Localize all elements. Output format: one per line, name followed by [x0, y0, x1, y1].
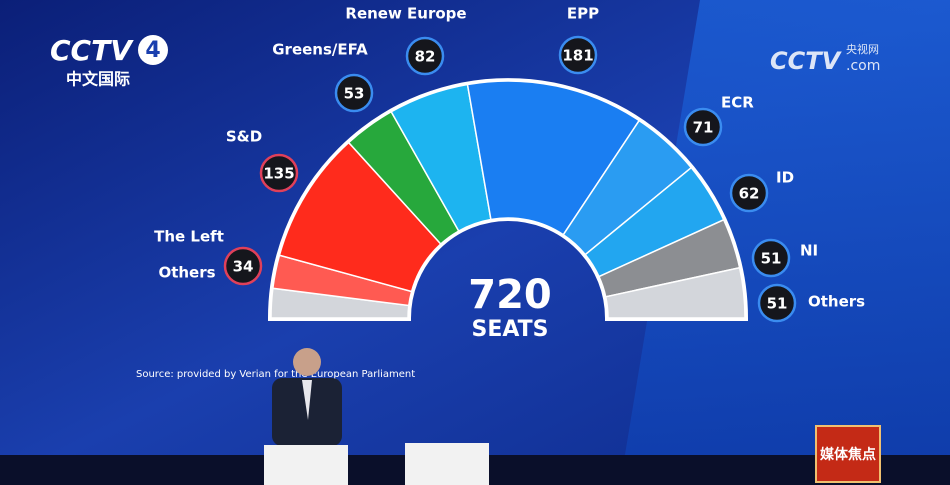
seat-segment — [604, 266, 746, 319]
seat-bubble — [558, 35, 598, 75]
party-label: The Left — [154, 228, 224, 246]
site-name: 央视网 — [846, 42, 879, 56]
hemicycle-chart: Others The Left 34 S&D 135 Greens/EFA 53 Renew … — [154, 5, 865, 323]
seat-count: 62 — [739, 185, 760, 203]
seat-bubble — [223, 246, 263, 286]
party-label: ECR — [721, 94, 754, 112]
seat-count: 82 — [415, 48, 436, 66]
site-logo: CCTV — [770, 47, 843, 75]
seat-count: 71 — [693, 119, 714, 137]
seat-bubble — [334, 73, 374, 113]
total-label: SEATS — [471, 317, 548, 342]
seat-segment — [466, 80, 641, 236]
program-name: 媒体焦点 — [819, 446, 876, 463]
source-note: Source: provided by Verian for the Europ… — [136, 369, 415, 380]
total-seats: 720 — [468, 272, 552, 318]
seat-bubble — [683, 107, 723, 147]
seat-count: 51 — [761, 250, 782, 268]
party-label: S&D — [226, 128, 262, 146]
seat-bubble — [405, 36, 445, 76]
seat-bubble — [729, 173, 769, 213]
channel-logo: CCTV — [50, 34, 134, 67]
seat-count: 34 — [233, 258, 254, 276]
party-label: EPP — [567, 5, 599, 23]
party-label: Others — [808, 293, 865, 311]
party-label: NI — [800, 242, 818, 260]
program-badge — [815, 425, 881, 483]
seat-count: 181 — [562, 47, 593, 65]
seat-bubble — [259, 153, 299, 193]
seat-bubble — [757, 283, 797, 323]
site-domain: .com — [846, 58, 880, 74]
party-label: Greens/EFA — [272, 41, 368, 59]
seat-count: 135 — [263, 165, 294, 183]
seat-bubble — [751, 238, 791, 278]
seat-count: 53 — [344, 85, 365, 103]
party-label: Renew Europe — [345, 5, 466, 23]
channel-number: 4 — [145, 38, 160, 63]
presenter — [264, 348, 489, 485]
channel-badge — [138, 35, 168, 65]
channel-subtitle: 中文国际 — [66, 70, 130, 89]
party-label: ID — [776, 169, 794, 187]
party-label: Others — [158, 264, 215, 282]
seat-count: 51 — [767, 295, 788, 313]
